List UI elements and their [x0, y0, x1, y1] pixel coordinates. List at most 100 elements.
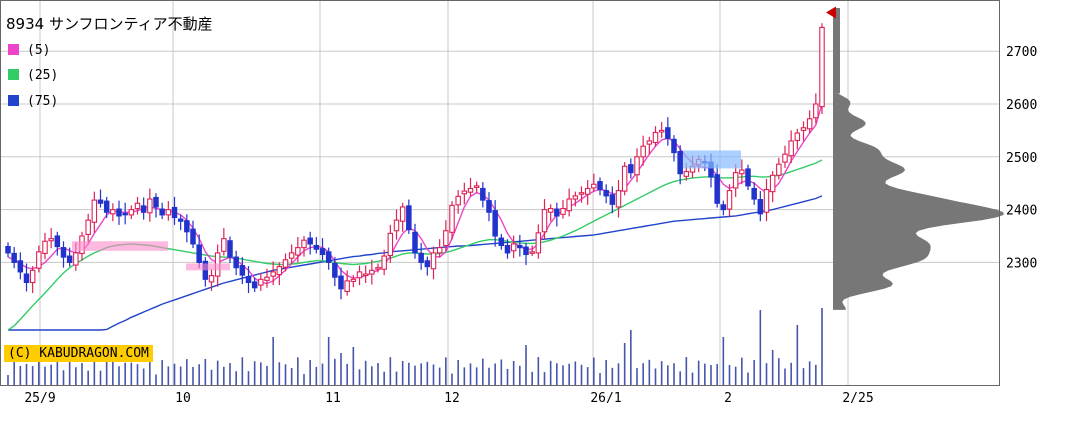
- candle-body: [819, 26, 825, 108]
- candle-body: [473, 185, 480, 188]
- candle-body: [541, 209, 548, 233]
- candle-body: [23, 273, 30, 284]
- volume-bars: [7, 308, 823, 385]
- volume-profile: [833, 8, 1004, 310]
- candle-body: [745, 168, 751, 187]
- candle-body: [788, 140, 794, 157]
- candle-body: [769, 174, 776, 193]
- x-tick-label: 2/25: [842, 391, 873, 406]
- y-tick-label: 2700: [1006, 45, 1037, 60]
- candle-body: [301, 239, 307, 249]
- legend-ma5: (5): [8, 43, 50, 58]
- candle-body: [646, 140, 653, 145]
- candle-body: [140, 205, 147, 213]
- candle-body: [5, 246, 11, 254]
- legend-ma75: (75): [8, 94, 58, 109]
- candle-body: [60, 247, 67, 258]
- candle-body: [91, 199, 98, 223]
- candle-body: [110, 209, 116, 215]
- candle-body: [640, 145, 646, 158]
- candle-body: [362, 273, 369, 277]
- candle-body: [652, 131, 659, 144]
- candle-body: [103, 200, 110, 213]
- candle-body: [584, 187, 591, 195]
- candle-body: [430, 252, 437, 270]
- candle-body: [800, 127, 807, 131]
- candle-body: [159, 208, 165, 216]
- candle-body: [535, 232, 542, 254]
- candle-body: [245, 276, 252, 284]
- candle-body: [153, 196, 159, 208]
- legend-ma25: (25): [8, 68, 58, 83]
- window-box-blue: [683, 150, 741, 169]
- candle-body: [665, 127, 671, 139]
- candle-body: [288, 252, 295, 259]
- candle-body: [412, 231, 418, 254]
- x-tick-label: 12: [444, 391, 460, 406]
- candle-body: [763, 188, 770, 213]
- candle-body: [251, 281, 258, 289]
- candle-body: [418, 252, 424, 263]
- candle-body: [461, 190, 468, 195]
- x-tick-label: 26/1: [590, 391, 621, 406]
- y-tick-label: 2400: [1006, 204, 1037, 219]
- candle-body: [560, 207, 566, 215]
- candle-body: [782, 153, 788, 163]
- window-box-pink: [186, 263, 230, 271]
- candle-body: [122, 212, 128, 216]
- candle-body: [270, 271, 276, 277]
- candle-body: [116, 208, 122, 217]
- candle-body: [381, 255, 387, 270]
- candle-body: [658, 129, 665, 133]
- volume-profile-top: [833, 8, 840, 94]
- candle-body: [751, 187, 757, 200]
- candle-body: [282, 259, 289, 268]
- x-axis-labels: 25/9 10 11 12 26/1 2 2/25: [24, 391, 873, 406]
- candle-body: [399, 206, 406, 222]
- candle-body: [443, 230, 449, 247]
- candle-body: [732, 172, 739, 189]
- last-price-marker: [826, 6, 836, 19]
- y-tick-label: 2500: [1006, 151, 1037, 166]
- candle-body: [313, 244, 320, 250]
- candle-body: [486, 200, 492, 213]
- x-tick-label: 10: [175, 391, 191, 406]
- candle-body: [566, 198, 572, 212]
- candle-body: [239, 265, 246, 276]
- candle-body: [171, 206, 178, 219]
- candle-body: [356, 271, 363, 279]
- candle-body: [325, 251, 332, 263]
- candle-body: [634, 156, 640, 176]
- candle-body: [332, 262, 338, 278]
- candle-body: [683, 171, 690, 177]
- last-price-arrow: [826, 6, 836, 19]
- candle-body: [609, 194, 616, 205]
- x-tick-label: 25/9: [24, 391, 55, 406]
- candle-body: [449, 204, 455, 233]
- candle-body: [221, 238, 227, 252]
- candle-body: [597, 181, 603, 191]
- volume-profile-area: [833, 93, 1004, 310]
- candle-body: [264, 276, 270, 281]
- legend-label-ma25: (25): [27, 68, 59, 83]
- candle-body: [436, 247, 443, 254]
- candle-body: [134, 202, 141, 210]
- candle-body: [184, 220, 190, 233]
- candle-body: [554, 208, 560, 217]
- candle-body: [510, 243, 517, 252]
- candle-body: [54, 235, 61, 248]
- candle-body: [17, 260, 24, 273]
- copyright-badge: (C) KABUDRAGON.COM: [4, 345, 153, 362]
- candle-body: [307, 237, 313, 245]
- candle-body: [344, 280, 350, 292]
- legend-swatch-ma5: [8, 44, 19, 55]
- candle-body: [369, 269, 375, 275]
- candle-body: [467, 187, 474, 193]
- candle-body: [406, 205, 412, 231]
- candle-body: [591, 183, 597, 189]
- x-tick-label: 11: [325, 391, 341, 406]
- candle-body: [523, 246, 529, 256]
- candle-body: [276, 266, 283, 276]
- candle-body: [85, 219, 91, 235]
